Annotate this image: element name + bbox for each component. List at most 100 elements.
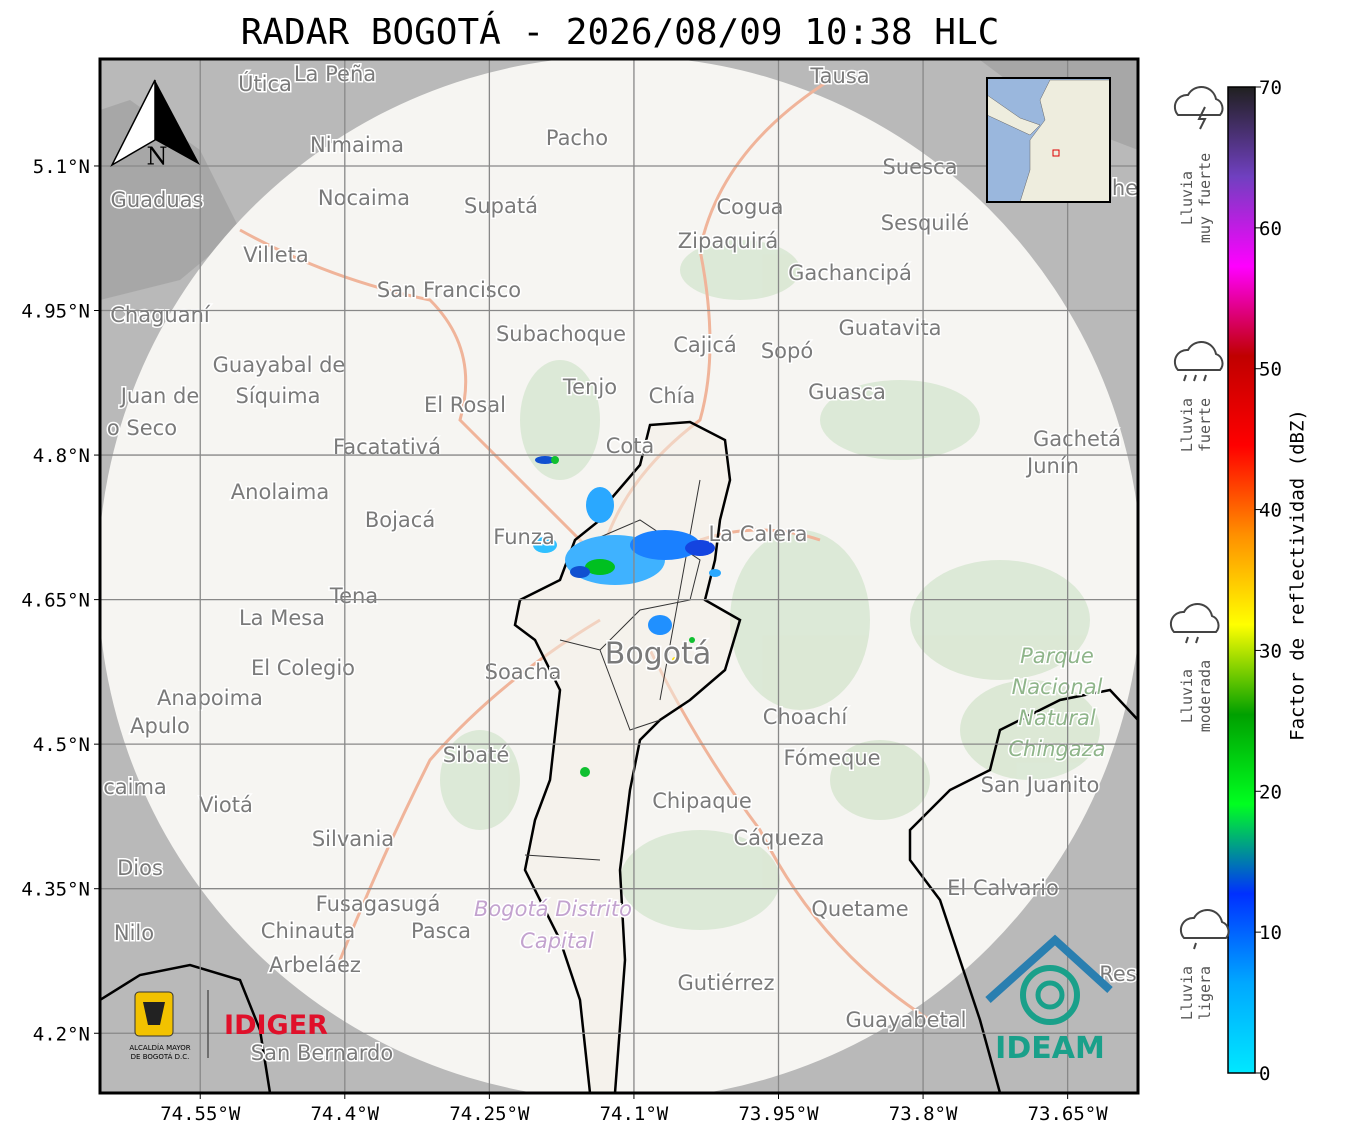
place-label: Subachoque (496, 322, 626, 346)
ideam-logo: IDEAM (985, 934, 1113, 1066)
place-label: Bojacá (365, 508, 435, 532)
place-label: Guaduas (111, 188, 204, 212)
alcaldia-line: DE BOGOTÁ D.C. (131, 1052, 190, 1061)
y-tick-label: 4.5°N (33, 734, 90, 756)
district-label: Bogotá Distrito (474, 897, 632, 921)
place-label: Viotá (199, 793, 253, 817)
place-label: caima (103, 775, 167, 799)
north-label: N (147, 143, 168, 171)
rain-level-label: Lluvia (1178, 398, 1196, 452)
place-label: Villeta (243, 243, 308, 267)
place-label: Nimaima (310, 133, 404, 157)
place-label: Chía (649, 384, 696, 408)
place-label: El Rosal (424, 393, 506, 417)
place-label: Tausa (809, 64, 869, 88)
title: RADAR BOGOTÁ - 2026/08/09 10:38 HLC (241, 11, 1000, 53)
park-label: Chingaza (1008, 737, 1105, 761)
colorbar-label: Factor de reflectividad (dBZ) (1287, 409, 1309, 741)
y-tick-label: 4.35°N (21, 879, 90, 901)
rain-icons (1169, 85, 1230, 950)
place-label: Guayabetal (846, 1008, 967, 1032)
x-tick-label: 74.55°W (160, 1103, 241, 1125)
place-label: Gachancipá (788, 261, 912, 285)
rain-level-label: Lluvia (1178, 966, 1196, 1020)
place-label: Sopó (761, 339, 813, 363)
park-label: Parque (1020, 644, 1094, 668)
place-label: Pasca (411, 919, 471, 943)
rain-level-label: Lluvia (1178, 669, 1196, 723)
colorbar-tick-label: 40 (1259, 500, 1282, 522)
radar-echoes (533, 456, 721, 777)
place-label: El Calvario (947, 876, 1059, 900)
place-label: La Mesa (239, 606, 325, 630)
x-tick-label: 73.65°W (1028, 1103, 1109, 1125)
place-label: Guasca (808, 380, 886, 404)
place-label: La Calera (708, 522, 807, 546)
y-tick-label: 5.1°N (33, 156, 90, 178)
y-tick-label: 4.65°N (21, 590, 90, 612)
alcaldia-line: ALCALDÍA MAYOR (129, 1043, 190, 1052)
rain-level-label: moderada (1196, 660, 1214, 732)
place-label: San Bernardo (251, 1041, 393, 1065)
district-label: Capital (520, 929, 594, 953)
y-tick-label: 4.2°N (33, 1023, 90, 1045)
place-label: Cogua (716, 195, 783, 219)
x-tick-label: 74.1°W (600, 1103, 669, 1125)
place-label: Fusagasugá (316, 892, 441, 916)
colorbar-tick-label: 30 (1259, 640, 1282, 662)
rain-level-label: ligera (1196, 966, 1214, 1020)
place-label: Arbeláez (269, 953, 361, 977)
colorbar-tick-label: 0 (1259, 1063, 1270, 1085)
park-label: Natural (1018, 706, 1096, 730)
place-label: Chaguaní (110, 303, 211, 327)
place-label: Sibaté (443, 743, 510, 767)
place-label: he (1112, 176, 1138, 200)
place-label: Pacho (546, 126, 608, 150)
colorbar-tick-label: 10 (1259, 922, 1282, 944)
place-label: Res (1099, 962, 1137, 986)
place-label: Fómeque (783, 746, 880, 770)
place-label: Gachetá (1033, 427, 1121, 451)
inset-map (986, 77, 1111, 203)
colorbar (1227, 86, 1256, 1074)
place-label: Chipaque (652, 789, 752, 813)
colorbar-tick-label: 70 (1259, 77, 1282, 99)
place-label: Síquima (236, 384, 321, 408)
place-label: Nocaima (318, 186, 410, 210)
x-tick-label: 74.25°W (449, 1103, 530, 1125)
place-label: Guatavita (839, 316, 942, 340)
place-label: Supatá (464, 194, 538, 218)
place-label: Anapoima (157, 686, 263, 710)
colorbar-tick-label: 60 (1259, 218, 1282, 240)
place-label: Dios (117, 856, 163, 880)
place-label: Zipaquirá (678, 229, 778, 253)
ideam-text: IDEAM (995, 1031, 1105, 1066)
place-label: Choachí (763, 705, 849, 729)
park-label: Nacional (1012, 675, 1103, 699)
map-frame (98, 57, 1140, 1095)
idiger-logo: IDIGER (224, 1010, 328, 1041)
place-label: Cota (606, 434, 655, 458)
place-label: Nilo (114, 921, 154, 945)
place-label: Bogotá (605, 637, 711, 672)
place-label: Anolaima (231, 480, 329, 504)
place-label: Sesquilé (881, 211, 969, 235)
place-label: Gutiérrez (678, 971, 775, 995)
place-label: Funza (493, 525, 554, 549)
place-label: Juan de (119, 384, 200, 408)
y-tick-label: 4.95°N (21, 301, 90, 323)
place-label: Suesca (883, 155, 958, 179)
place-label: Tenjo (562, 375, 617, 399)
x-tick-label: 73.8°W (889, 1103, 958, 1125)
place-label: La Peña (294, 62, 376, 86)
x-tick-label: 73.95°W (738, 1103, 819, 1125)
place-label: Apulo (130, 714, 190, 738)
place-label: El Colegio (251, 656, 355, 680)
rain-level-label: fuerte (1196, 398, 1214, 452)
place-label: Chinauta (261, 919, 355, 943)
map: Útica La Peña Tausa Pacho Nimaima Suesca Guadu… (100, 59, 1138, 1093)
rain-level-label: muy fuerte (1196, 153, 1214, 243)
colorbar-tick-label: 50 (1259, 359, 1282, 381)
place-label: Cajicá (673, 333, 737, 357)
